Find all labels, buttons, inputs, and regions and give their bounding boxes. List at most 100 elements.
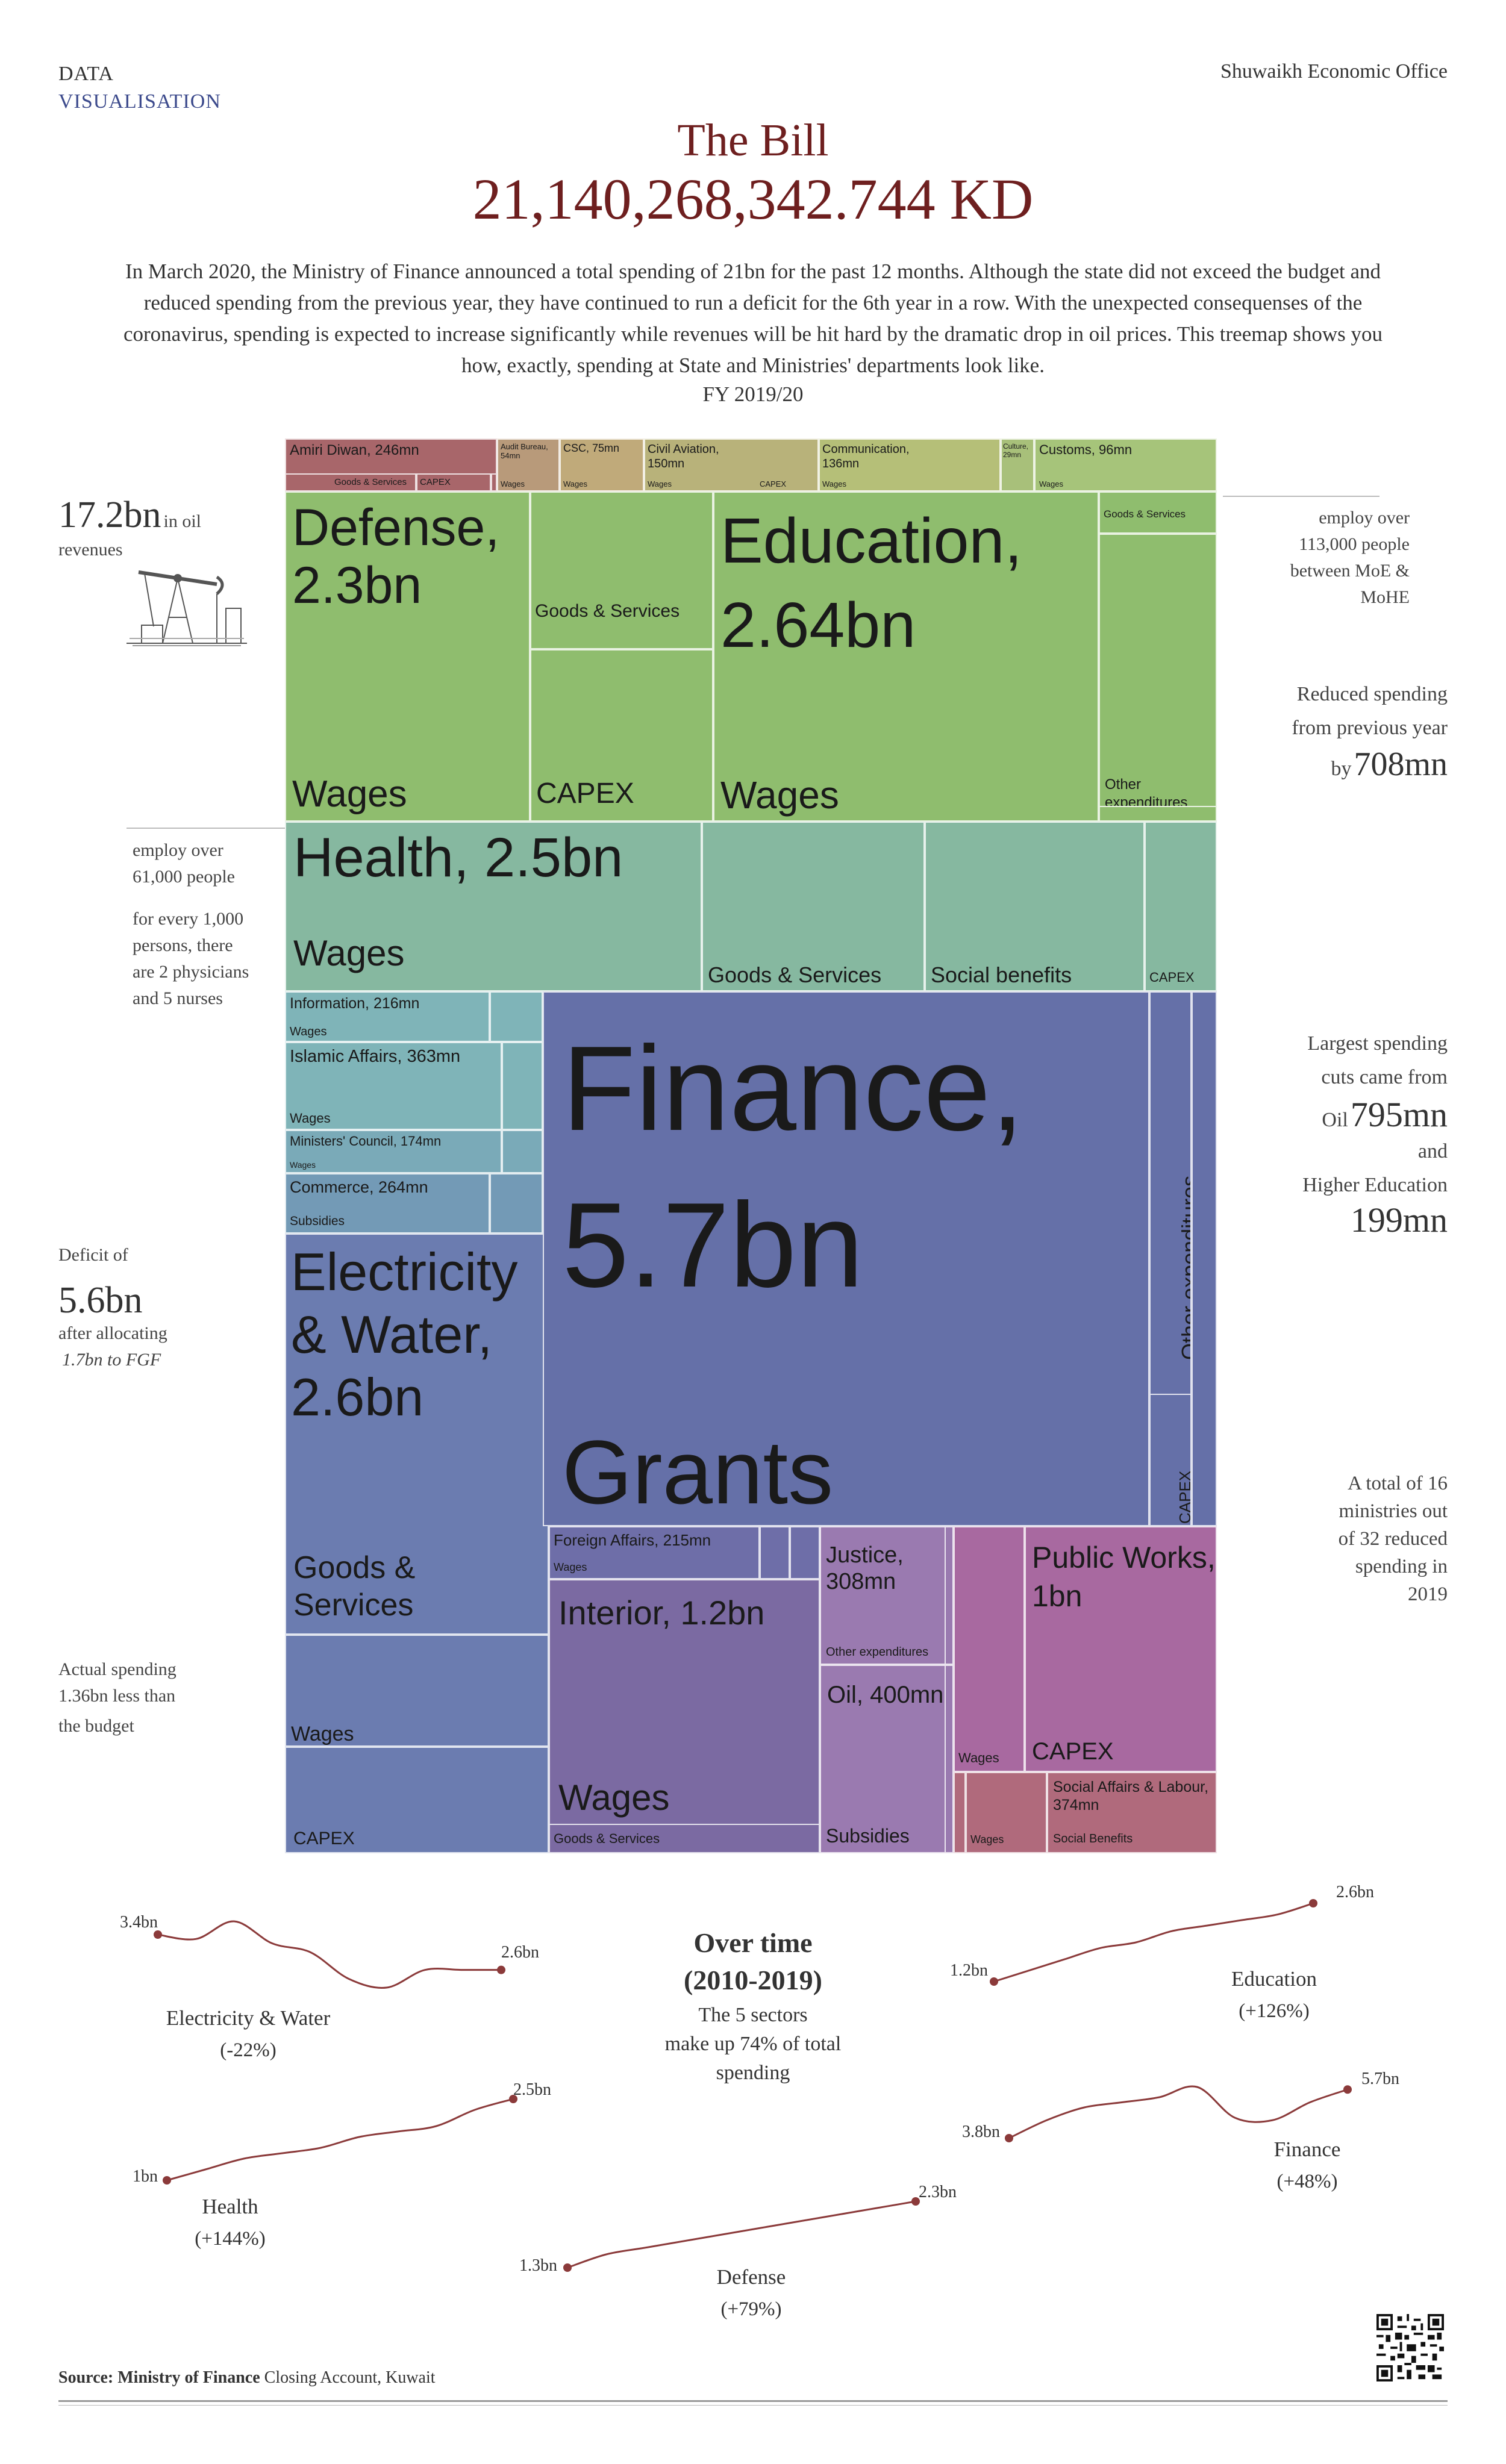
tile-label: Justice, 308mn [826,1542,904,1594]
tile-electricity-capex: CAPEX [285,1747,549,1853]
tile-sublabel: Wages [958,1750,999,1765]
tile-sublabel: Wages [293,933,405,973]
note-health: employ over 61,000 people for every 1,00… [133,837,277,1012]
health-note-5: are 2 physicians [133,962,249,982]
tile-sublabel: Wages [1039,479,1063,488]
tile-social-wages: Wages [966,1772,1047,1853]
header-visualisation-label: VISUALISATION [58,90,221,113]
sparkline-series-change: (+79%) [720,2298,781,2320]
edu-note-3: between MoE & [1290,561,1410,581]
cuts-value-oil: 795mn [1350,1095,1448,1134]
tile-culture: Culture, 29mn [1001,438,1034,491]
sparkline-health [166,2098,514,2182]
tile-label: Education, 2.64bn [720,505,1022,661]
reduced-note-1: Reduced spending [1296,683,1448,705]
header-office: Shuwaikh Economic Office [1220,60,1448,83]
tile-label: Ministers' Council, 174mn [290,1134,442,1149]
fiscal-year: FY 2019/20 [702,382,804,406]
cuts-note-1: Largest spending [1307,1032,1448,1055]
oil-revenues-label: in oil [163,511,202,531]
tile-social-affairs: Social Affairs & Labour, 374mn Social Be… [1047,1772,1217,1853]
tile-defense-capex: CAPEX [530,649,713,822]
sparkline-end-label: 2.6bn [1336,1883,1374,1901]
oil-revenues-value: 17.2bn [58,494,161,535]
tile-amiri-capex: CAPEX [416,473,491,491]
tile-sublabel: Social Benefits [1053,1832,1133,1845]
tile-education: Education, 2.64bn Wages [713,491,1099,822]
sparkline-start-dot [563,2263,572,2272]
tile-sublabel: Goods & Services [554,1831,660,1846]
tile-sublabel: Goods & Services [1104,508,1186,520]
deficit-value: 5.6bn [58,1280,143,1321]
overtime-sub-1: The 5 sectors [698,2004,808,2026]
overtime-period: (2010-2019) [684,1965,822,1995]
tile-sublabel: Wages [822,479,846,488]
tile-sublabel: Wages [292,773,407,815]
sparkline-series-name: Electricity & Water [166,2006,331,2030]
tile-sublabel: Goods & Services [535,601,680,621]
cuts-note-2: cuts came from [1321,1066,1448,1088]
tile-sublabel: CAPEX [536,778,634,809]
reduced-note-2: from previous year [1292,717,1448,739]
reduced-value: 708mn [1354,746,1448,783]
actual-note-3: the budget [58,1716,134,1736]
tile-sublabel: Grants [562,1421,834,1523]
min-note-5: 2019 [1408,1583,1448,1605]
tile-civil-aviation: Civil Aviation, 150mn Wages CAPEX [644,438,819,491]
tile-defense: Defense, 2.3bn Wages [285,491,530,822]
tile-sublabel: CAPEX [420,477,451,487]
health-note-1: employ over [133,840,223,860]
cuts-note-4: and [1417,1140,1448,1162]
overtime-heading: Over time [693,1927,813,1958]
tile-sublabel: Goods & Services [293,1550,416,1623]
header-data-label: DATA [58,63,114,85]
tile-foreign-affairs: Foreign Affairs, 215mn Wages [549,1526,760,1579]
sparkline-end-dot [1309,1899,1317,1907]
sparkline-end-dot [911,2197,920,2206]
health-note-3: for every 1,000 [133,909,244,929]
tile-label: Electricity & Water, 2.6bn [291,1242,518,1427]
edu-note-4: MoHE [1360,587,1410,607]
min-note-1: A total of 16 [1348,1473,1448,1494]
tile-sublabel: Wages [290,1025,327,1038]
tile-label: Foreign Affairs, 215mn [554,1531,711,1549]
cuts-note-3: Oil [1322,1109,1348,1131]
qr-code-icon [1376,2314,1444,2381]
tile-sublabel: Wages [563,479,587,488]
sparkline-end-label: 2.3bn [919,2183,957,2201]
min-note-4: spending in [1355,1556,1448,1577]
oil-revenues-label2: revenues [58,540,123,560]
sparkline-education [993,1902,1314,1983]
note-deficit: Deficit of 5.6bn after allocating 1.7bn … [58,1242,263,1373]
tile-sublabel: CAPEX [1032,1738,1114,1765]
tile-label: Information, 216mn [290,995,420,1012]
sparkline-start-dot [1005,2134,1013,2142]
source-bold: Source: Ministry of Finance [58,2368,260,2387]
overtime-sub-3: spending [716,2062,790,2084]
tile-oil-sub [945,1665,954,1853]
tile-label: Interior, 1.2bn [558,1594,765,1632]
tile-label: Oil, 400mn [827,1682,944,1708]
sparkline-end-label: 2.6bn [501,1943,539,1962]
note-education: employ over 113,000 people between MoE &… [1229,505,1410,611]
tile-commerce-sub [490,1173,543,1234]
sparkline-start-label: 1bn [133,2167,158,2186]
tile-sublabel: CAPEX [1149,970,1195,985]
tile-sublabel: CAPEX [760,479,787,488]
note-reduced-spending: Reduced spending from previous year by 7… [1181,678,1448,784]
tile-justice: Justice, 308mn Other expenditures [820,1526,954,1665]
tile-sublabel: Wages [290,1160,316,1170]
sparkline-start-label: 3.4bn [120,1913,158,1932]
tile-label: Customs, 96mn [1039,442,1133,457]
tile-label: Amiri Diwan, 246mn [290,442,419,458]
tile-sublabel: Wages [648,479,672,488]
deficit-note-2: 1.7bn to FGF [62,1350,161,1370]
deficit-label: Deficit of [58,1245,128,1265]
tile-finance: Finance, 5.7bn Grants [543,991,1149,1526]
edu-note-2: 113,000 people [1299,534,1410,554]
tile-communication: Communication, 136mn Wages [819,438,1001,491]
tile-sublabel: Wages [720,773,839,817]
tile-finance-sub [1192,991,1217,1526]
tile-customs: Customs, 96mn Wages [1034,438,1217,491]
